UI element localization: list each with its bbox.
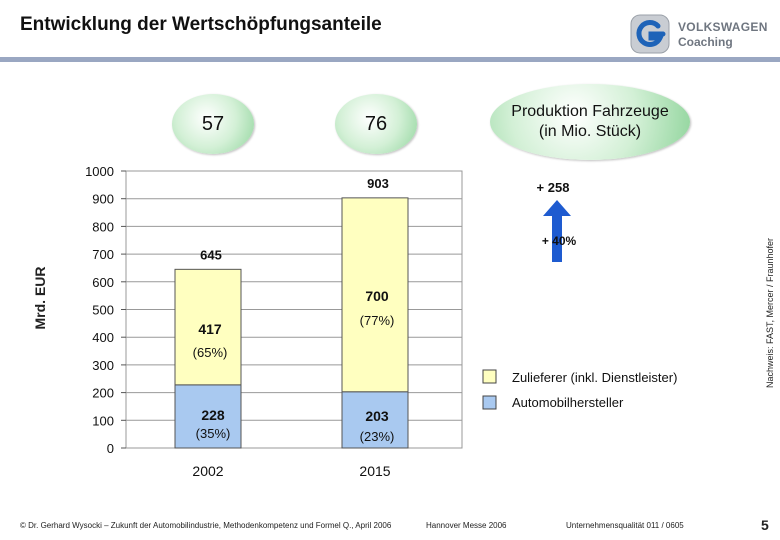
page-number: 5 (761, 517, 769, 533)
x-tick-label-2015: 2015 (359, 463, 390, 479)
footer-reference: Unternehmensqualität 011 / 0605 (566, 521, 684, 530)
vw-coaching-logo-icon (630, 14, 670, 54)
bar-supplier-2002 (174, 268, 242, 386)
production-label-bubble: Produktion Fahrzeuge (in Mio. Stück) (490, 84, 690, 160)
vehicles-2002-bubble: 57 (172, 94, 254, 154)
title-divider (0, 57, 780, 62)
y-tick-label-1000: 1000 (85, 164, 114, 179)
supplier-value-label-2002: 417 (198, 321, 222, 337)
y-tick-label-400: 400 (92, 330, 114, 345)
oem-share-label-2015: (23%) (360, 429, 395, 444)
footer-event: Hannover Messe 2006 (426, 521, 507, 530)
y-tick-label-800: 800 (92, 219, 114, 234)
bar-supplier-2015 (341, 197, 409, 393)
total-label-2002: 645 (200, 247, 222, 262)
y-tick-label-900: 900 (92, 192, 114, 207)
increase-arrow-shaft (552, 213, 562, 262)
supplier-share-label-2015: (77%) (360, 313, 395, 328)
y-tick-label-700: 700 (92, 247, 114, 262)
logo-text: VOLKSWAGEN Coaching (678, 20, 768, 50)
oem-value-label-2015: 203 (365, 408, 389, 424)
y-tick-label-300: 300 (92, 358, 114, 373)
legend-supplier-swatch (482, 369, 497, 384)
increase-arrow-head-icon (543, 200, 571, 216)
y-tick-label-600: 600 (92, 275, 114, 290)
y-tick-label-200: 200 (92, 386, 114, 401)
supplier-value-label-2015: 700 (365, 288, 389, 304)
increase-absolute-label: + 258 (537, 180, 570, 195)
supplier-share-label-2002: (65%) (193, 345, 228, 360)
legend-oem-swatch (482, 395, 497, 410)
bar-oem-2002 (174, 384, 242, 449)
y-tick-label-0: 0 (107, 441, 114, 456)
production-label-line2: (in Mio. Stück) (538, 123, 642, 140)
production-label-line1: Produktion Fahrzeuge (511, 103, 669, 120)
oem-value-label-2002: 228 (201, 407, 225, 423)
footer-copyright: © Dr. Gerhard Wysocki – Zukunft der Auto… (20, 521, 392, 530)
oem-share-label-2002: (35%) (196, 426, 231, 441)
logo-line2: Coaching (678, 35, 733, 49)
increase-percent-label: + 40% (542, 234, 577, 248)
y-tick-label-500: 500 (92, 303, 114, 318)
page-title: Entwicklung der Wertschöpfungsanteile (20, 14, 382, 35)
legend-oem-label: Automobilhersteller (512, 395, 624, 410)
total-label-2015: 903 (367, 176, 389, 191)
logo-line1: VOLKSWAGEN (678, 20, 768, 34)
y-tick-label-100: 100 (92, 413, 114, 428)
x-tick-label-2002: 2002 (192, 463, 223, 479)
vehicles-2015-bubble: 76 (335, 94, 417, 154)
legend-supplier-label: Zulieferer (inkl. Dienstleister) (512, 370, 677, 385)
bar-oem-2015 (341, 391, 409, 449)
